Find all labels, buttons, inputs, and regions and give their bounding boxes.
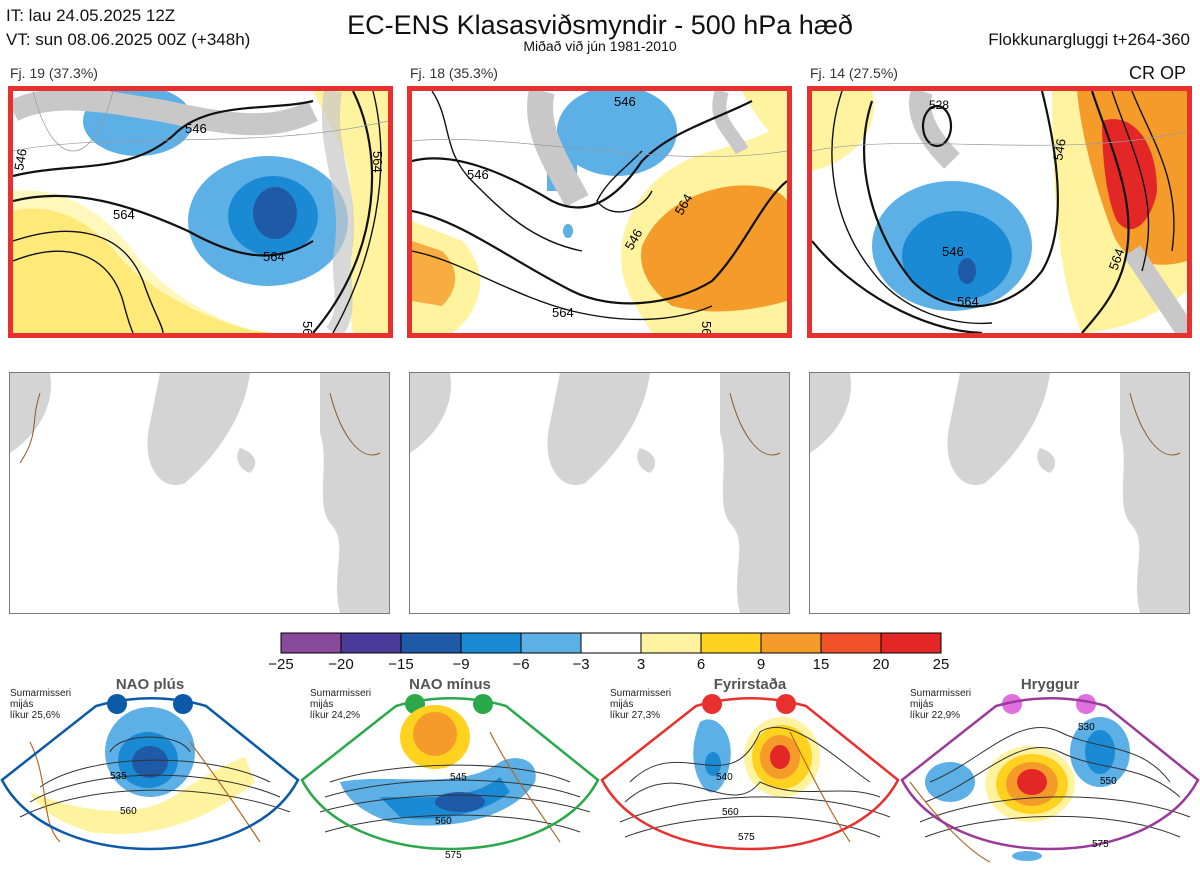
colorbar — [280, 632, 942, 654]
contour-label: 545 — [450, 772, 467, 783]
contour-label: 546 — [185, 121, 207, 136]
contour-label: 550 — [1100, 776, 1117, 787]
contour-label: 564 — [113, 207, 135, 222]
colorbar-tick-label: 25 — [932, 656, 950, 673]
contour-label: 564 — [300, 321, 315, 333]
contour-label: 560 — [120, 806, 137, 817]
regime-info: Sumarmisseri mijás líkur 25,6% — [10, 688, 72, 721]
regime-marker-dot — [702, 694, 722, 714]
regime-nao-plus: NAO plús Sumarmisseri mijás líkur 25,6% … — [0, 672, 300, 872]
contour-label: 564 — [370, 151, 385, 173]
colorbar-tick-label: 15 — [812, 656, 830, 673]
cluster-label-2: Fj. 18 (35.3%) — [410, 65, 498, 81]
contour-label: 546 — [467, 167, 489, 182]
colorbar-segment — [400, 632, 462, 654]
clustering-window: Flokkunargluggi t+264-360 — [988, 30, 1190, 49]
regime-name: NAO mínus — [409, 676, 491, 693]
regime-info: Sumarmisseri mijás líkur 24,2% — [310, 688, 372, 721]
contour-label: 528 — [929, 98, 949, 112]
contour-label: 546 — [614, 94, 636, 109]
contour-label: 564 — [552, 305, 574, 320]
cluster-map-1: 546 564 564 546 564 564 — [8, 86, 393, 338]
blank-map-2 — [409, 372, 790, 614]
colorbar-tick-label: −20 — [328, 656, 354, 673]
cluster-map-2: 546 546 564 546 564 564 — [407, 86, 792, 338]
colorbar-tick-label: 6 — [696, 656, 706, 673]
colorbar-segment — [340, 632, 402, 654]
colorbar-segment — [460, 632, 522, 654]
colorbar-tick-label: −9 — [452, 656, 470, 673]
regime-marker-dot — [1076, 694, 1096, 714]
contour-label: 560 — [722, 807, 739, 818]
regime-name: NAO plús — [115, 676, 185, 693]
colorbar-tick-label: −15 — [388, 656, 414, 673]
contour-label: 546 — [1050, 138, 1069, 162]
regime-marker-dot — [1002, 694, 1022, 714]
valid-time: VT: sun 08.06.2025 00Z (+348h) — [6, 30, 251, 49]
colorbar-segment — [580, 632, 642, 654]
colorbar-segment — [760, 632, 822, 654]
contour-label: 564 — [699, 321, 714, 333]
colorbar-tick-label: 20 — [872, 656, 890, 673]
colorbar-segment — [280, 632, 342, 654]
page-subtitle: Miðað við jún 1981-2010 — [523, 38, 677, 54]
cluster-map-3: 528 546 564 546 564 — [807, 86, 1192, 338]
regime-marker-dot — [107, 694, 127, 714]
colorbar-segment — [700, 632, 762, 654]
contour-label: 546 — [942, 244, 964, 259]
cluster-label-3: Fj. 14 (27.5%) — [810, 65, 898, 81]
colorbar-tick-labels: −25 −20 −15 −9 −6 −3 3 6 9 15 20 25 — [260, 656, 960, 676]
contour-label: 564 — [957, 294, 979, 309]
colorbar-segment — [820, 632, 882, 654]
contour-label: 546 — [13, 148, 30, 172]
header-times: IT: lau 24.05.2025 12Z VT: sun 08.06.202… — [6, 4, 250, 52]
colorbar-tick-label: −3 — [572, 656, 590, 673]
contour-label: 575 — [445, 850, 462, 861]
contour-label: 564 — [263, 249, 285, 264]
regime-nao-minus: NAO mínus Sumarmisseri mijás líkur 24,2%… — [300, 672, 600, 872]
initial-time: IT: lau 24.05.2025 12Z — [6, 6, 176, 25]
regime-name: Fyrirstaða — [713, 676, 787, 693]
contour-label: 540 — [716, 772, 733, 783]
regime-name: Hryggur — [1020, 676, 1080, 693]
colorbar-segment — [640, 632, 702, 654]
page-title: EC-ENS Klasasviðsmyndir - 500 hPa hæð — [347, 10, 853, 40]
contour-label: 560 — [435, 816, 452, 827]
control-operational-tag: CR OP — [1128, 63, 1186, 83]
regime-info: Sumarmisseri mijás líkur 27,3% — [610, 688, 672, 721]
colorbar-tick-label: −6 — [512, 656, 530, 673]
contour-label: 564 — [1106, 247, 1128, 273]
contour-label: 575 — [1092, 839, 1109, 850]
regime-ridge: Hryggur Sumarmisseri mijás líkur 22,9% 5… — [900, 672, 1200, 872]
colorbar-tick-label: −25 — [268, 656, 294, 673]
colorbar-tick-label: 3 — [636, 656, 646, 673]
colorbar-tick-label: 9 — [756, 656, 766, 673]
regime-info: Sumarmisseri mijás líkur 22,9% — [910, 688, 972, 721]
contour-label: 530 — [1078, 722, 1095, 733]
cluster-label-1: Fj. 19 (37.3%) — [10, 65, 98, 81]
contour-label: 535 — [110, 771, 127, 782]
regime-marker-dot — [776, 694, 796, 714]
colorbar-segment — [520, 632, 582, 654]
blank-map-3 — [809, 372, 1190, 614]
blank-map-1 — [9, 372, 390, 614]
regime-blocking: Fyrirstaða Sumarmisseri mijás líkur 27,3… — [600, 672, 900, 872]
colorbar-segment — [880, 632, 942, 654]
contour-label: 575 — [738, 832, 755, 843]
